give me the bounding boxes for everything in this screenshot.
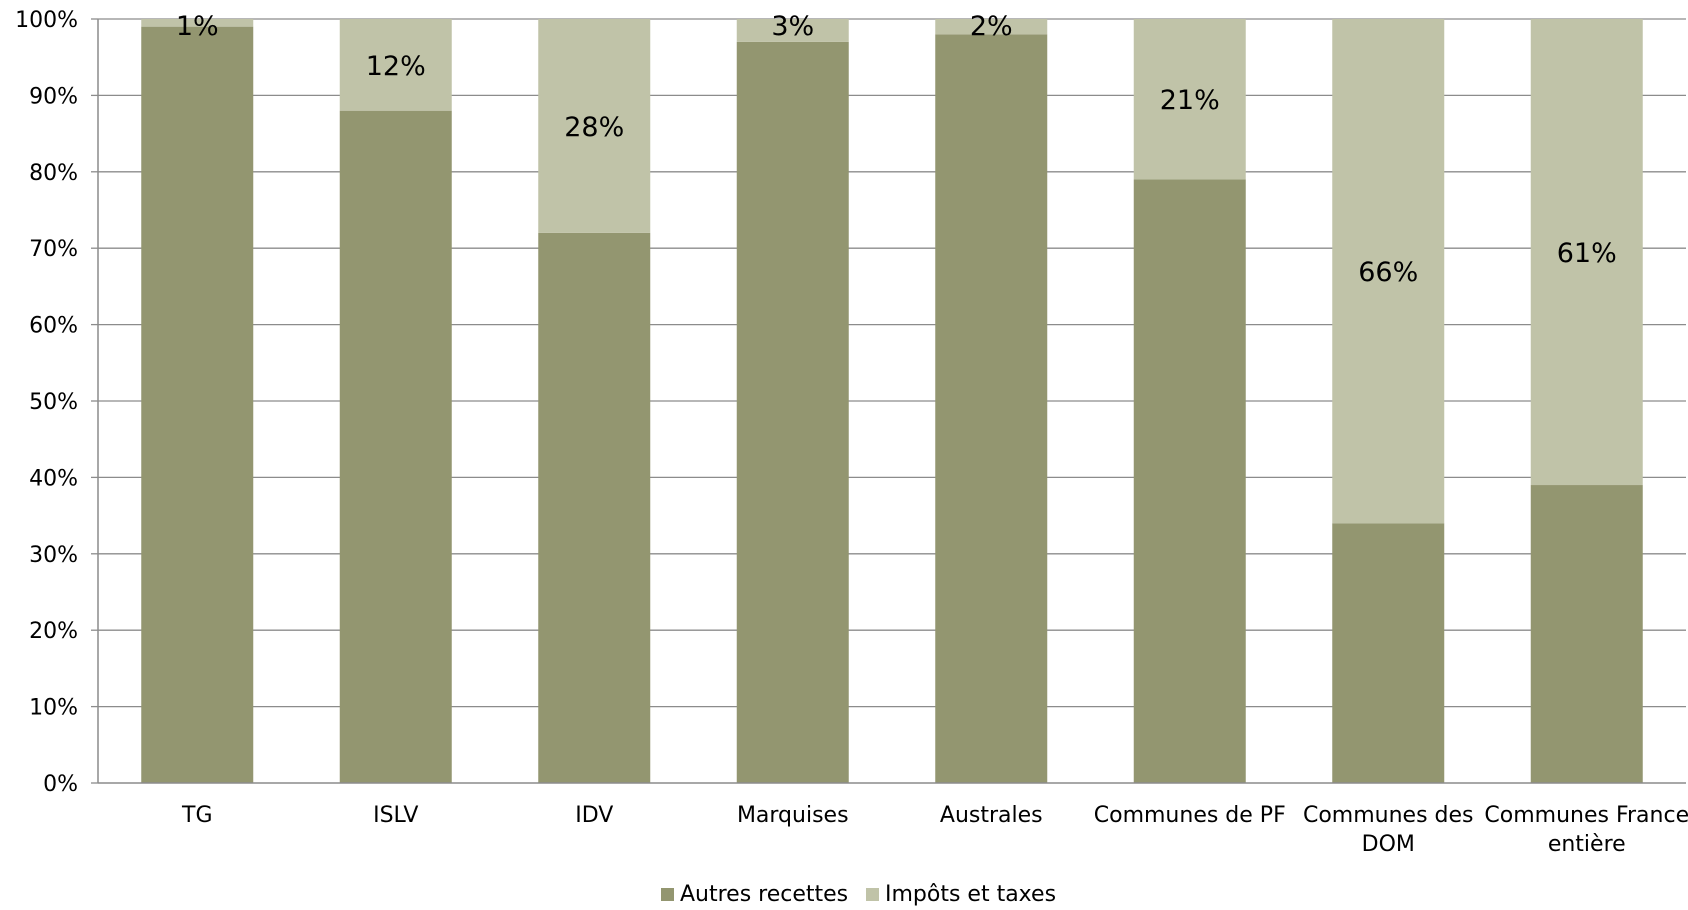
- x-category-label: entière: [1548, 832, 1626, 857]
- legend-swatch: [866, 888, 879, 901]
- legend-label: Autres recettes: [680, 882, 848, 907]
- bar-segment-autres-recettes: [935, 34, 1048, 783]
- y-tick-label: 20%: [29, 619, 78, 644]
- y-axis-tick-labels: 0% 10% 20% 30% 40% 50% 60% 70% 80% 90% 100%: [15, 8, 78, 797]
- y-tick-label: 60%: [29, 314, 78, 339]
- bar-segment-autres-recettes: [141, 26, 254, 783]
- bar-segment-impots-et-taxes: [1133, 19, 1246, 180]
- bar-segment-autres-recettes: [736, 41, 849, 784]
- bar-segment-impots-et-taxes: [935, 19, 1048, 35]
- bar-segment-autres-recettes: [339, 110, 452, 784]
- y-tick-label: 40%: [29, 466, 78, 491]
- y-tick-label: 80%: [29, 161, 78, 186]
- data-label: 12%: [366, 51, 426, 82]
- bar-segment-autres-recettes: [1133, 179, 1246, 783]
- y-tick-label: 30%: [29, 543, 78, 568]
- bar-segment-impots-et-taxes: [736, 19, 849, 42]
- y-tick-label: 10%: [29, 696, 78, 721]
- data-label: 66%: [1358, 257, 1418, 288]
- bar-segment-impots-et-taxes: [538, 19, 651, 233]
- y-tick-label: 100%: [15, 8, 78, 33]
- data-label: 3%: [771, 11, 814, 42]
- x-category-label: Marquises: [737, 803, 849, 828]
- bar-segment-autres-recettes: [1332, 523, 1445, 783]
- data-label: 21%: [1160, 85, 1220, 116]
- bar-segment-impots-et-taxes: [141, 19, 254, 27]
- axes: [97, 19, 1686, 784]
- bar-segment-autres-recettes: [1530, 485, 1643, 783]
- x-category-label: Communes des: [1303, 803, 1474, 828]
- y-tick-label: 90%: [29, 84, 78, 109]
- bars: [141, 19, 1643, 784]
- legend: Autres recettes Impôts et taxes: [661, 882, 1056, 907]
- x-axis-category-labels: TG ISLV IDV Marquises Australes Communes de P…: [181, 803, 1688, 857]
- data-label: 61%: [1557, 238, 1617, 269]
- legend-swatch: [661, 888, 674, 901]
- bar-segment-impots-et-taxes: [1332, 19, 1445, 524]
- gridlines: [91, 18, 1686, 784]
- data-labels: 1% 12% 28% 3% 2% 21% 66% 61%: [176, 11, 1617, 288]
- bar-segment-impots-et-taxes: [339, 19, 452, 111]
- data-label: 2%: [970, 11, 1013, 42]
- data-label: 28%: [564, 112, 624, 143]
- x-category-label: DOM: [1362, 832, 1415, 857]
- bar-segment-autres-recettes: [538, 232, 651, 784]
- data-label: 1%: [176, 11, 219, 42]
- x-category-label: Communes de PF: [1094, 803, 1286, 828]
- bar-segment-impots-et-taxes: [1530, 19, 1643, 486]
- y-tick-label: 0%: [43, 772, 78, 797]
- y-tick-label: 70%: [29, 237, 78, 262]
- x-category-label: TG: [181, 803, 213, 828]
- legend-label: Impôts et taxes: [885, 882, 1056, 907]
- x-category-label: ISLV: [373, 803, 418, 828]
- x-category-label: IDV: [575, 803, 613, 828]
- x-category-label: Australes: [940, 803, 1043, 828]
- y-tick-label: 50%: [29, 390, 78, 415]
- x-category-label: Communes France: [1484, 803, 1688, 828]
